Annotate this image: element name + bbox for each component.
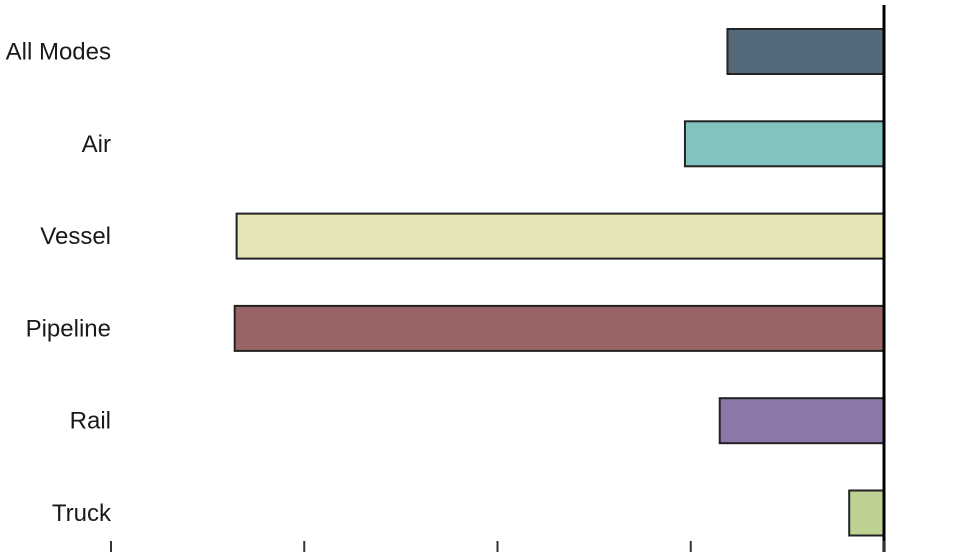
category-labels-group: All Modes Air Vessel Pipeline Rail Truck [6,39,112,528]
category-label-vessel: Vessel [40,223,111,250]
bar-air [683,120,886,168]
bar-truck [848,489,886,537]
x-ticks-group [110,541,885,552]
category-label-all-modes: All Modes [6,39,111,66]
category-label-pipeline: Pipeline [26,315,111,342]
bars-group [233,28,886,537]
bar-all-modes [726,28,886,75]
bar-rail [718,397,885,445]
bar-vessel [235,212,886,260]
category-label-truck: Truck [52,500,112,527]
category-label-rail: Rail [70,408,111,435]
category-label-air: Air [82,131,111,158]
bar-pipeline [233,304,885,352]
